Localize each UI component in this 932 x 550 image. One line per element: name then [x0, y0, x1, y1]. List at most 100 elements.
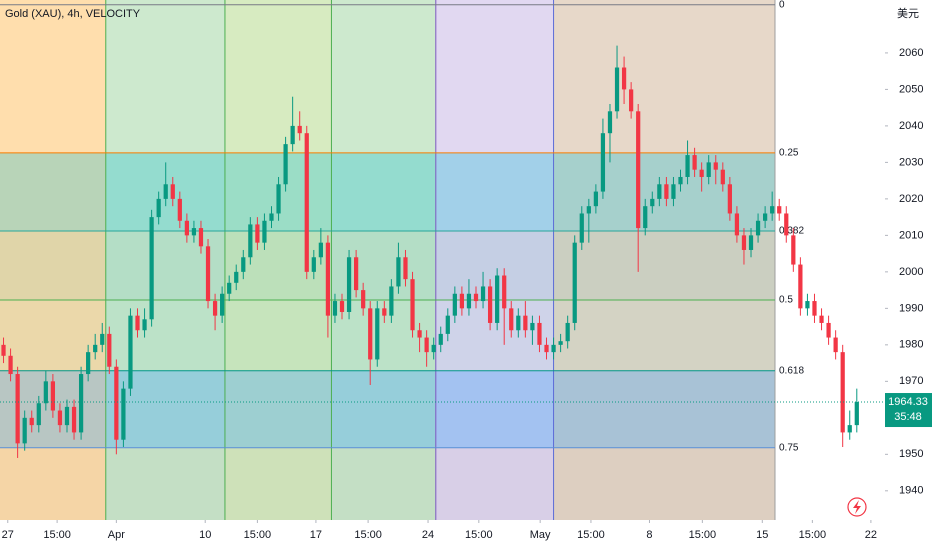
candle-body [107, 333, 112, 367]
x-tick-label: 15:00 [43, 529, 71, 541]
currency-label: 美元 [897, 7, 919, 20]
candle-body [64, 406, 70, 426]
candle-body [100, 333, 105, 345]
fib-level-label: 0.75 [779, 442, 799, 453]
candle-body [763, 213, 768, 221]
countdown-label: 35:48 [894, 411, 922, 423]
candle-body [339, 301, 345, 312]
candle-body [798, 264, 803, 309]
candle-body [847, 425, 852, 433]
candle-body [558, 341, 563, 345]
fib-level-label: 0.382 [779, 226, 804, 237]
candle-body [311, 257, 316, 272]
candle-body [156, 198, 161, 218]
candle-body [50, 381, 56, 411]
y-tick-label: 2060 [899, 47, 923, 59]
candle-body [142, 319, 147, 331]
candle-body [671, 184, 676, 199]
x-tick-label: 15:00 [465, 529, 493, 541]
candle-body [692, 155, 697, 170]
x-tick-label: 27 [2, 529, 14, 541]
fib-band [0, 447, 775, 520]
y-tick-label: 2010 [899, 229, 923, 241]
candle-body [135, 315, 140, 331]
candle-body [220, 293, 225, 316]
candle-body [1, 344, 6, 356]
candle-body [516, 315, 521, 331]
candle-body [417, 330, 422, 338]
candle-body [699, 169, 704, 177]
candle-body [121, 388, 126, 440]
candle-body [71, 406, 77, 433]
candle-body [664, 184, 669, 199]
candle-body [565, 322, 570, 342]
candle-body [149, 217, 154, 320]
candle-body [840, 352, 845, 433]
candle-body [234, 271, 239, 283]
candle-body [403, 257, 408, 280]
candle-body [452, 293, 457, 316]
time-zone [105, 0, 225, 520]
candle-body [713, 162, 718, 170]
candle-body [191, 228, 197, 236]
icon-bolt[interactable] [853, 500, 861, 514]
candle-body [431, 344, 436, 353]
candle-body [487, 286, 493, 323]
candle-body [382, 308, 387, 316]
y-tick-label: 1950 [899, 448, 923, 460]
candle-body [854, 402, 859, 426]
candle-body [184, 220, 189, 236]
candle-body [389, 286, 394, 316]
candle-body [551, 344, 556, 353]
replay-icon[interactable] [847, 497, 867, 517]
candle-body [93, 344, 98, 353]
candle-body [15, 374, 20, 444]
x-tick-label: 15:00 [577, 529, 605, 541]
time-zone [553, 0, 775, 520]
candle-body [614, 67, 620, 112]
x-tick-label: May [530, 529, 551, 541]
y-tick-label: 2000 [899, 266, 923, 278]
candle-body [755, 220, 761, 236]
last-price-label: 1964.33 [888, 396, 928, 408]
x-tick-label: 15:00 [244, 529, 272, 541]
y-tick-label: 1990 [899, 302, 923, 314]
x-tick-label: 10 [199, 529, 211, 541]
candle-body [720, 169, 725, 185]
candle-body [445, 315, 450, 334]
candle-body [276, 184, 281, 214]
fib-level-label: 0.5 [779, 295, 793, 306]
y-tick-label: 1980 [899, 339, 923, 351]
candle-body [657, 184, 662, 199]
candle-body [283, 144, 288, 185]
candle-body [544, 344, 549, 353]
candle-body [332, 301, 338, 316]
candle-body [269, 213, 274, 221]
candle-body [572, 242, 577, 323]
candle-body [354, 257, 359, 291]
candle-body [29, 417, 34, 426]
candle-body [480, 286, 486, 302]
fib-level-label: 0.618 [779, 365, 804, 376]
candle-body [248, 224, 253, 258]
candle-body [375, 308, 380, 360]
candle-body [241, 257, 246, 272]
y-tick-label: 2030 [899, 156, 923, 168]
candle-body [86, 352, 91, 375]
candle-body [473, 293, 479, 302]
last-price-box [885, 393, 932, 428]
candle-body [706, 162, 711, 177]
candle-body [318, 242, 323, 258]
candle-body [530, 322, 535, 331]
candle-body [502, 275, 507, 309]
candle-body [57, 410, 63, 426]
candle-body [495, 275, 500, 323]
candle-body [636, 111, 641, 229]
candle-body [586, 206, 591, 214]
candle-body [368, 308, 373, 360]
candle-body [177, 198, 182, 221]
candle-body [833, 337, 838, 353]
candle-body [290, 125, 295, 145]
candle-body [8, 355, 13, 375]
